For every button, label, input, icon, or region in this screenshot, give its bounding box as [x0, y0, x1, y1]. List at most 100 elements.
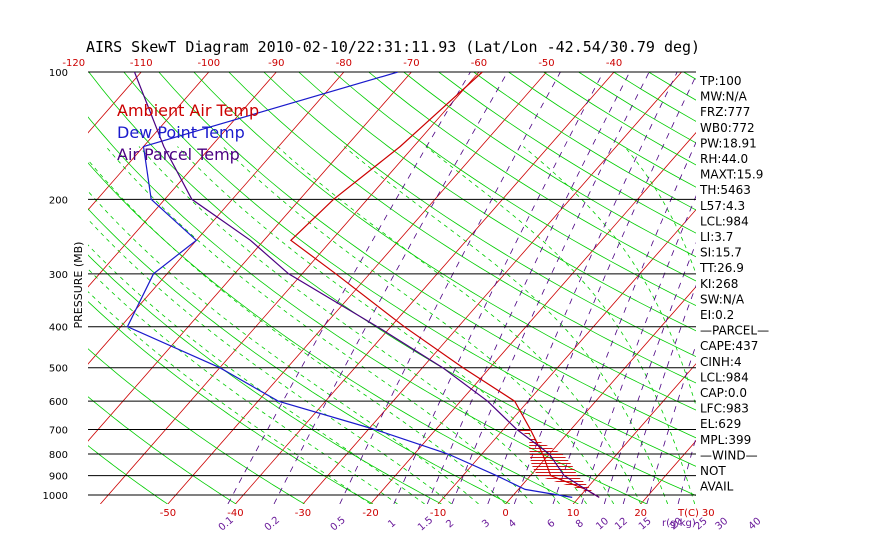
dry-adiabat-line	[88, 162, 579, 504]
cape-hatch-area	[516, 429, 596, 495]
mixing-ratio-tick-label: 2	[444, 518, 456, 531]
moist-adiabat-line	[88, 218, 452, 504]
top-temp-tick-label: -40	[606, 58, 622, 69]
bottom-temp-unit: T(C)	[677, 508, 699, 519]
index-entry: MW:N/A	[700, 90, 748, 104]
index-entry: FRZ:777	[700, 105, 750, 119]
air-parcel-temp-line	[133, 72, 600, 498]
index-entry: LFC:983	[700, 402, 749, 416]
dry-adiabat-line	[88, 396, 237, 504]
mixing-ratio-tick-label: 10	[594, 516, 611, 533]
dry-adiabat-line	[228, 72, 696, 384]
pressure-tick-label: 500	[49, 364, 68, 375]
mixing-ratio-tick-label: 12	[613, 516, 630, 533]
top-temp-tick-label: -110	[130, 58, 153, 69]
index-entry: EL:629	[700, 417, 741, 431]
index-entry: CINH:4	[700, 355, 742, 369]
top-temp-tick-label: -50	[538, 58, 554, 69]
mixing-ratio-line	[426, 72, 631, 504]
mixing-ratio-tick-label: 1	[386, 518, 398, 531]
top-temp-tick-label: -120	[62, 58, 85, 69]
index-entry: SI:15.7	[700, 246, 742, 260]
index-entry: TT:26.9	[699, 261, 744, 275]
isotherm-line	[505, 286, 696, 504]
pressure-tick-label: 800	[49, 450, 68, 461]
mixing-ratio-line	[393, 72, 604, 504]
index-entry: RH:44.0	[700, 152, 748, 166]
isotherm-line	[302, 72, 682, 504]
mixing-ratio-line	[487, 72, 678, 504]
dry-adiabat-line	[438, 72, 696, 234]
isotherm-line	[88, 72, 277, 288]
mixing-ratio-tick-label: 0.2	[263, 515, 282, 534]
mixing-ratio-tick-label: 30	[713, 516, 730, 533]
dry-adiabat-line	[193, 72, 696, 411]
index-entry: PW:18.91	[700, 136, 757, 150]
bottom-temp-tick-label: 10	[567, 508, 580, 519]
isotherm-line	[88, 72, 412, 442]
index-entry: KI:268	[700, 277, 738, 291]
index-entry: NOT	[700, 464, 726, 478]
pressure-tick-label: 400	[49, 323, 68, 334]
mixing-ratio-line	[513, 74, 696, 504]
legend: Ambient Air Temp Dew Point Temp Air Parcel…	[117, 101, 259, 164]
mixing-ratio-tick-label: 8	[574, 518, 586, 531]
dry-adiabat-line	[88, 348, 305, 504]
index-entry: L57:4.3	[700, 199, 745, 213]
chart-title: AIRS SkewT Diagram 2010-02-10/22:31:11.9…	[86, 38, 700, 56]
mixing-ratio-unit: r(g/kg)	[662, 518, 696, 529]
isobar-layer	[88, 71, 696, 496]
dry-adiabat-line	[88, 72, 696, 496]
bottom-temp-tick-label: 30	[702, 508, 715, 519]
index-entry: TP:100	[699, 74, 742, 88]
bottom-temp-tick-label: -50	[160, 508, 176, 519]
dry-adiabat-line	[88, 254, 442, 504]
isotherm-line	[235, 72, 615, 504]
mixing-ratio-line	[227, 72, 471, 504]
isotherm-line	[100, 72, 480, 504]
top-temp-tick-label: -80	[336, 58, 352, 69]
bottom-temp-tick-label: 0	[502, 508, 508, 519]
dry-adiabat-line	[648, 72, 696, 101]
bottom-temp-tick-label: -40	[227, 508, 243, 519]
isotherm-line	[88, 72, 210, 211]
pressure-tick-label: 200	[49, 195, 68, 206]
index-entry: CAP:0.0	[700, 386, 747, 400]
mixing-ratio-tick-label: 6	[545, 518, 557, 531]
mixing-ratio-tick-label: 3	[480, 518, 492, 531]
dry-adiabat-line	[333, 72, 696, 307]
isotherm-line	[88, 72, 345, 365]
index-entry: LCL:984	[700, 370, 749, 384]
bottom-temp-tick-label: -30	[295, 508, 311, 519]
legend-entry: Dew Point Temp	[117, 123, 245, 142]
isotherm-line	[167, 72, 547, 504]
mixing-ratio-tick-label: 40	[747, 516, 764, 533]
index-entry: LI:3.7	[700, 230, 733, 244]
index-entry: LCL:984	[700, 214, 749, 228]
dry-adiabat-line	[368, 72, 696, 282]
mixing-ratio-line	[273, 72, 508, 504]
moist-adiabat-line	[105, 146, 533, 504]
index-entry: EI:0.2	[700, 308, 734, 322]
top-temp-tick-label: -60	[471, 58, 487, 69]
moist-adiabat-line	[177, 146, 587, 504]
mixing-ratio-tick-label: 0.5	[329, 515, 348, 534]
dry-adiabat-line	[123, 72, 696, 467]
index-entry: MAXT:15.9	[700, 168, 763, 182]
pressure-tick-label: 100	[49, 68, 68, 79]
pressure-tick-label: 900	[49, 472, 68, 483]
moist-adiabat-line	[88, 159, 506, 504]
pressure-tick-label: 300	[49, 270, 68, 281]
bottom-temp-tick-label: -10	[430, 508, 446, 519]
mixing-ratio-line	[757, 72, 870, 504]
dry-adiabat-line	[263, 72, 696, 358]
ambient-air-temp-line	[289, 72, 600, 498]
top-temp-tick-label: -70	[403, 58, 419, 69]
legend-entry: Ambient Air Temp	[117, 101, 259, 120]
dry-adiabat-line	[88, 445, 168, 504]
dew-point-temp-line	[126, 72, 573, 498]
isotherm-line	[437, 209, 696, 504]
index-entry: —PARCEL—	[700, 324, 769, 338]
